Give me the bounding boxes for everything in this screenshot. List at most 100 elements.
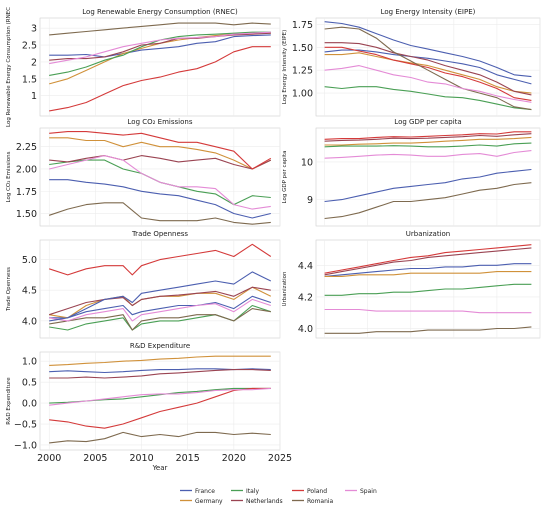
plot-area	[315, 239, 541, 339]
series-line-netherlands	[49, 286, 271, 316]
subplot-title: Urbanization	[406, 230, 451, 238]
series-line-spain	[324, 65, 532, 103]
series-line-germany	[324, 271, 532, 277]
x-tick-label: 2020	[222, 453, 246, 464]
y-tick-label: 4.5	[22, 286, 37, 297]
y-axis-label: Trade Openness	[6, 267, 12, 312]
series-line-netherlands	[49, 369, 271, 379]
series-line-netherlands	[324, 247, 532, 276]
legend-label-italy: Italy	[246, 488, 259, 495]
series-line-netherlands	[324, 133, 532, 142]
y-tick-label: 4.0	[298, 324, 313, 335]
subplot-2: 1.00 1.25 1.50 1.75 Log Energy Intensity (EI…	[282, 8, 541, 117]
series-line-netherlands	[324, 42, 532, 96]
subplot-title: Log CO₂ Emissions	[128, 118, 193, 126]
y-axis-label: Log CO₂ Emissions	[6, 151, 12, 202]
series-line-germany	[49, 137, 272, 170]
series-line-romania	[324, 182, 532, 220]
subplot-7: −1.0 −0.5 0.0 0.5 1.0 R&D Expenditure R&D Expe…	[6, 342, 292, 472]
series-line-poland	[324, 244, 532, 274]
subplot-5: 4.0 4.5 5.0 Trade Openness Trade Openness	[6, 230, 281, 339]
x-tick-label: 2010	[129, 453, 153, 464]
series-line-poland	[49, 131, 272, 170]
series-line-france	[324, 21, 532, 78]
series-line-romania	[49, 431, 271, 444]
plot-area	[39, 239, 281, 339]
y-tick-label: 1.75	[16, 187, 37, 198]
series-line-spain	[49, 298, 271, 322]
plot-area	[39, 351, 281, 451]
y-axis-label: Log Energy Intensity (EIPE)	[282, 30, 288, 104]
subplot-6: 4.0 4.2 4.4 Urbanization Urbanization	[282, 230, 541, 339]
y-tick-label: 2.00	[16, 164, 37, 175]
series-line-spain	[49, 155, 271, 210]
y-tick-label: 1	[31, 91, 37, 102]
x-axis-label: Year	[152, 464, 168, 472]
series-line-spain	[49, 31, 271, 65]
y-axis-label: Log Renewable Energy Consumption (RNEC	[6, 7, 12, 127]
series-line-germany	[49, 355, 271, 366]
y-tick-label: 1.5	[22, 74, 37, 85]
series-line-france	[324, 49, 532, 85]
y-tick-label: 2.25	[16, 142, 37, 153]
series-line-romania	[49, 308, 271, 331]
y-axis-label: R&D Expenditure	[6, 377, 12, 425]
series-line-france	[49, 295, 271, 319]
y-tick-label: 5.0	[22, 255, 37, 266]
series-line-romania	[49, 22, 271, 36]
legend-label-poland: Poland	[307, 488, 327, 495]
y-tick-label: 1.75	[292, 20, 313, 31]
series-line-poland	[324, 131, 532, 140]
subplot-title: Log Energy Intensity (EIPE)	[381, 8, 476, 16]
plot-area	[39, 127, 281, 227]
legend-label-germany: Germany	[195, 498, 223, 505]
y-tick-label: 1.50	[16, 209, 37, 220]
series-line-netherlands	[49, 155, 272, 170]
y-tick-label: 1.50	[292, 43, 313, 54]
legend: France Germany Italy Netherlands Poland Roman…	[180, 488, 377, 505]
subplot-3: 1.50 1.75 2.00 2.25 Log CO₂ Emissions Log CO₂…	[6, 118, 281, 227]
y-tick-label: 1.0	[22, 357, 37, 368]
series-line-france	[49, 271, 272, 322]
y-tick-label: 4.2	[298, 292, 313, 303]
legend-label-spain: Spain	[360, 488, 377, 495]
y-tick-label: 3	[31, 24, 37, 35]
subplot-title: R&D Expenditure	[130, 342, 190, 350]
subplot-1: 1 1.5 2 2.5 3 Log Renewable Energy Consumptio…	[6, 7, 281, 127]
series-line-romania	[49, 202, 271, 225]
series-line-poland	[49, 387, 271, 429]
subplot-title: Log Renewable Energy Consumption (RNEC)	[82, 8, 238, 16]
y-tick-label: 2.5	[22, 41, 37, 52]
series-line-italy	[324, 86, 532, 111]
legend-label-romania: Romania	[307, 498, 334, 505]
y-tick-label: 10	[301, 157, 313, 168]
series-line-germany	[324, 52, 532, 94]
series-line-romania	[324, 326, 532, 334]
y-tick-label: −0.5	[14, 420, 37, 431]
x-tick-label: 2015	[176, 453, 200, 464]
series-line-netherlands	[49, 32, 271, 61]
series-line-france	[324, 168, 532, 203]
series-line-spain	[324, 150, 532, 159]
series-line-france	[324, 263, 532, 277]
subplot-title: Log GDP per capita	[394, 118, 461, 126]
y-tick-label: 4.0	[22, 316, 37, 327]
legend-label-netherlands: Netherlands	[246, 498, 283, 505]
y-tick-label: 1.25	[292, 66, 313, 77]
x-tick-label: 2025	[268, 453, 292, 464]
series-line-romania	[324, 26, 532, 111]
series-line-poland	[49, 46, 271, 112]
y-tick-label: 9	[307, 195, 313, 206]
legend-label-france: France	[195, 488, 215, 495]
series-line-poland	[49, 243, 272, 276]
y-tick-label: 4.4	[298, 261, 313, 272]
y-tick-label: 1.00	[292, 89, 313, 100]
y-tick-label: −1.0	[14, 440, 37, 451]
series-line-spain	[324, 308, 532, 314]
series-line-spain	[49, 387, 271, 406]
x-tick-label: 2005	[83, 453, 107, 464]
y-axis-label: Urbanization	[282, 271, 288, 306]
series-line-france	[49, 179, 271, 219]
